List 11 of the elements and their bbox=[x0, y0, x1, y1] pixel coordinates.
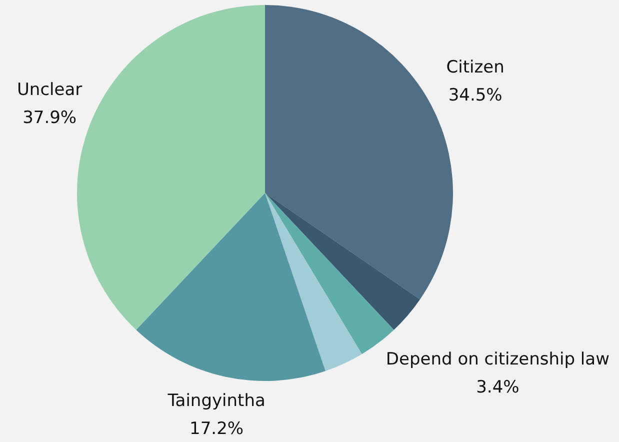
data-label: 3.4% bbox=[476, 378, 520, 398]
slice-label: Unclear bbox=[16, 80, 82, 100]
data-label: 37.9% bbox=[22, 108, 77, 128]
slice-label: Citizen bbox=[446, 58, 504, 78]
pie-slice bbox=[265, 193, 420, 330]
data-label: 34.5% bbox=[448, 86, 502, 106]
pie-slice bbox=[136, 193, 326, 381]
slice-label: Depend on citizenship law bbox=[386, 350, 610, 370]
slice-label: Taingyintha bbox=[166, 390, 266, 411]
data-label: 17.2% bbox=[190, 418, 244, 439]
pie-slice bbox=[265, 193, 362, 372]
